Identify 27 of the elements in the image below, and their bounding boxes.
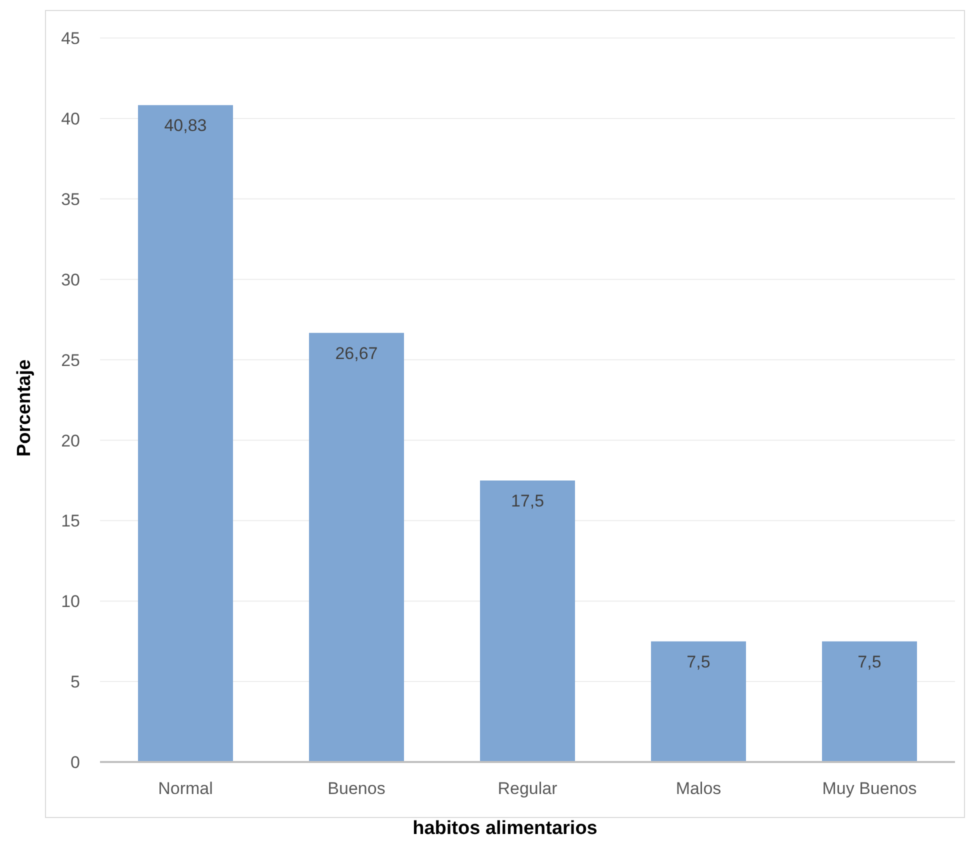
x-axis-title: habitos alimentarios (412, 818, 598, 840)
bar (651, 641, 746, 762)
x-tick-label: Normal (158, 779, 213, 798)
data-label: 26,67 (335, 344, 378, 363)
y-tick-label: 10 (61, 592, 80, 612)
x-tick-label: Muy Buenos (822, 779, 917, 798)
bar (480, 480, 575, 762)
data-label: 40,83 (164, 116, 207, 136)
y-tick-label: 35 (61, 190, 80, 209)
y-axis-title: Porcentaje (14, 359, 36, 457)
data-label: 7,5 (686, 652, 710, 672)
y-tick-label: 0 (70, 753, 80, 772)
y-tick-label: 25 (61, 350, 80, 370)
y-tick-label: 20 (61, 431, 80, 450)
data-label: 17,5 (510, 492, 544, 511)
y-tick-label: 40 (61, 109, 80, 128)
data-label: 7,5 (858, 652, 882, 672)
y-tick-label: 30 (61, 270, 80, 290)
y-tick-label: 45 (61, 29, 80, 48)
bar (309, 332, 404, 762)
x-tick-label: Buenos (328, 779, 386, 798)
x-tick-label: Regular (498, 779, 558, 798)
bar (138, 105, 233, 762)
x-tick-label: Malos (676, 779, 722, 798)
y-tick-label: 5 (70, 672, 80, 692)
y-tick-label: 15 (61, 512, 80, 531)
bar (822, 641, 917, 762)
